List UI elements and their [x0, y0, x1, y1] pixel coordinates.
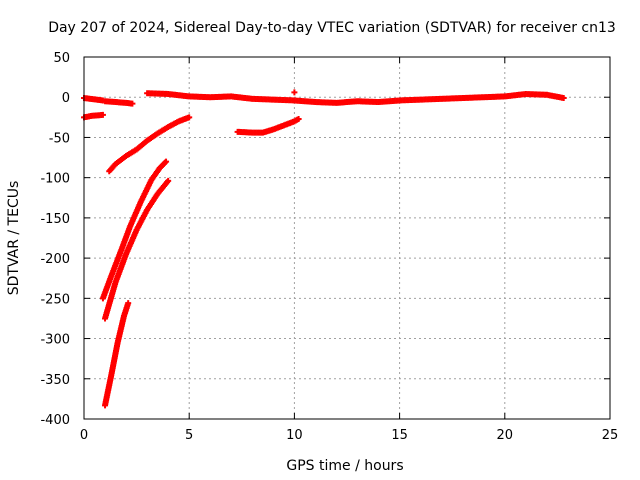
data-layer: [81, 89, 567, 409]
data-point: [163, 158, 170, 165]
x-axis-title: GPS time / hours: [286, 458, 403, 474]
x-tick-label: 25: [602, 428, 619, 443]
y-tick-label: -250: [40, 292, 70, 307]
y-tick-label: -350: [40, 373, 70, 388]
data-point: [99, 111, 106, 118]
y-tick-labels: 50 0 -50 -100 -150 -200 -250 -300 -350 -400: [40, 51, 70, 428]
data-series: [106, 114, 193, 175]
data-series: [102, 98, 136, 107]
data-series: [144, 90, 567, 106]
x-tick-label: 20: [497, 428, 514, 443]
data-point: [125, 300, 132, 307]
data-point: [165, 177, 172, 184]
y-tick-label: -200: [40, 252, 70, 267]
data-point: [560, 95, 567, 102]
data-point: [129, 100, 136, 107]
data-point: [186, 114, 193, 121]
data-series: [234, 115, 302, 136]
data-point: [291, 89, 298, 96]
y-axis-title: SDTVAR / TECUs: [6, 181, 22, 296]
x-tick-label: 15: [391, 428, 408, 443]
x-tick-label: 0: [80, 428, 88, 443]
grid-layer: [84, 57, 610, 419]
x-tick-label: 5: [185, 428, 193, 443]
y-tick-label: -100: [40, 172, 70, 187]
y-tick-label: 50: [53, 51, 70, 66]
x-tick-label: 10: [286, 428, 303, 443]
x-tick-labels: 0 5 10 15 20 25: [80, 428, 618, 443]
y-tick-label: -300: [40, 333, 70, 348]
data-series: [102, 177, 172, 322]
y-tick-label: -150: [40, 212, 70, 227]
chart-title: Day 207 of 2024, Sidereal Day-to-day VTE…: [48, 20, 616, 36]
y-tick-label: -400: [40, 413, 70, 428]
y-tick-label: 0: [62, 91, 70, 106]
plot-frame: [83, 56, 611, 420]
data-series: [102, 300, 132, 409]
y-tick-label: -50: [49, 131, 70, 146]
data-point: [295, 115, 302, 122]
data-series: [291, 89, 298, 96]
data-series: [99, 158, 170, 302]
